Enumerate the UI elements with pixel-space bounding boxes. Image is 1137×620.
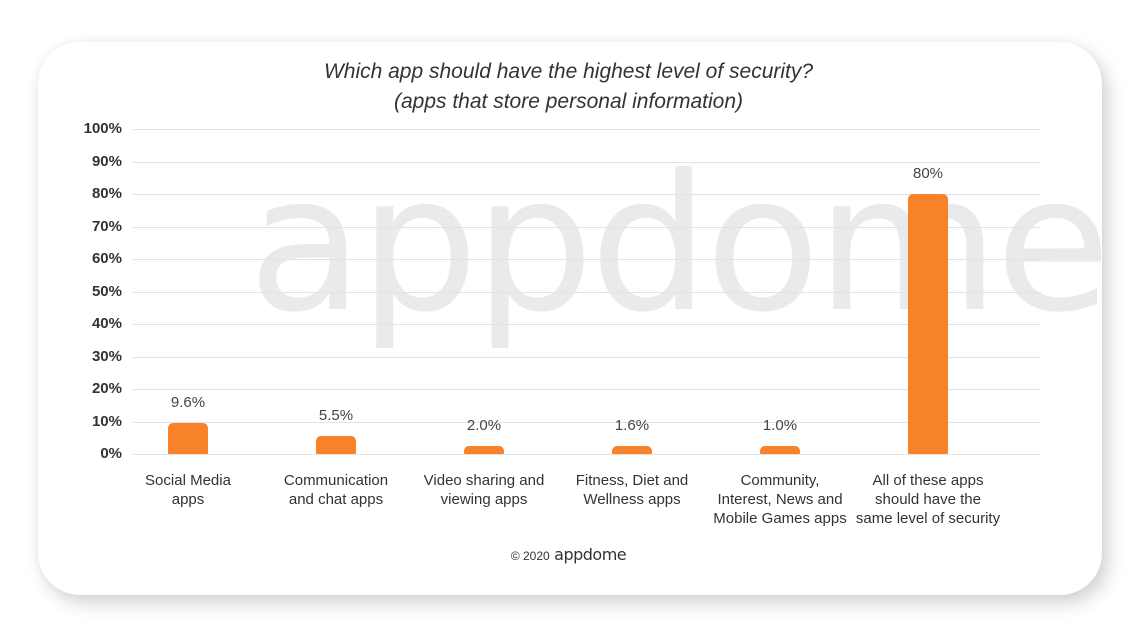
bar-value-label: 1.0% (762, 417, 798, 434)
bar-value-label: 5.5% (318, 407, 354, 424)
gridline (133, 324, 1041, 325)
gridline (133, 227, 1041, 228)
x-label-line: Community, (740, 472, 820, 489)
x-label-line: apps (171, 491, 205, 508)
copyright-text: © 2020 (510, 549, 550, 563)
bar-value-label: 1.6% (614, 417, 650, 434)
x-label-line: same level of security (855, 510, 1001, 527)
y-tick-label: 100% (83, 120, 122, 137)
bar (464, 446, 504, 454)
x-label-line: Video sharing and (423, 472, 545, 489)
y-tick-label: 80% (91, 185, 122, 202)
x-label-line: Mobile Games apps (713, 510, 847, 527)
chart-subtitle: (apps that store personal information) (393, 90, 743, 113)
bar (760, 446, 800, 454)
gridline (133, 422, 1041, 423)
bar (612, 446, 652, 454)
y-tick-label: 90% (91, 153, 122, 170)
gridline (133, 194, 1041, 195)
gridline (133, 389, 1041, 390)
gridline (133, 129, 1041, 130)
y-tick-label: 60% (91, 250, 122, 267)
x-category-label: Communication and chat apps (261, 471, 411, 509)
footer: © 2020 appdome (0, 545, 1137, 565)
x-category-label: All of these apps should have the same lev… (853, 471, 1003, 528)
x-label-line: Wellness apps (583, 491, 681, 508)
x-label-line: Interest, News and (717, 491, 843, 508)
bar-value-label: 9.6% (170, 394, 206, 411)
bar-value-label: 2.0% (466, 417, 502, 434)
x-label-line: should have the (875, 491, 981, 508)
x-category-label: Social Media apps (113, 471, 263, 509)
gridline (133, 259, 1041, 260)
y-tick-label: 20% (91, 380, 122, 397)
y-tick-label: 10% (91, 413, 122, 430)
x-label-line: Social Media (145, 472, 231, 489)
x-label-line: All of these apps (872, 472, 984, 489)
x-category-label: Video sharing and viewing apps (409, 471, 559, 509)
bar (168, 423, 208, 454)
gridline (133, 454, 1041, 455)
brand-logo: appdome (554, 545, 627, 564)
bar-value-label: 80% (912, 165, 944, 182)
gridline (133, 292, 1041, 293)
x-label-line: Communication (283, 472, 389, 489)
y-tick-label: 70% (91, 218, 122, 235)
x-label-line: and chat apps (288, 491, 384, 508)
y-tick-label: 50% (91, 283, 122, 300)
x-label-line: viewing apps (440, 491, 528, 508)
x-label-line: Fitness, Diet and (575, 472, 689, 489)
y-tick-label: 40% (91, 315, 122, 332)
y-tick-label: 0% (100, 445, 122, 462)
x-category-label: Community, Interest, News and Mobile Games… (705, 471, 855, 528)
chart-title: Which app should have the highest level … (323, 60, 814, 83)
y-tick-label: 30% (91, 348, 122, 365)
gridline (133, 162, 1041, 163)
bar (908, 194, 948, 454)
x-category-label: Fitness, Diet and Wellness apps (557, 471, 707, 509)
bar (316, 436, 356, 454)
gridline (133, 357, 1041, 358)
